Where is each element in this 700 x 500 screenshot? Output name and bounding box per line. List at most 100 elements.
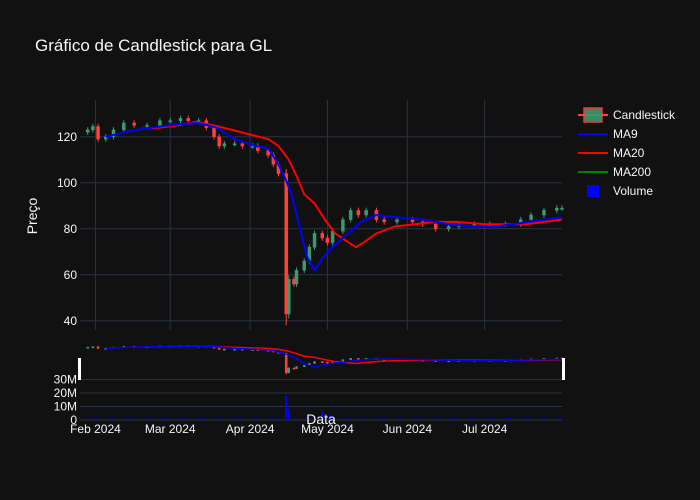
mini-candle-body [357,358,360,360]
candle-body [217,136,221,147]
volume-bar [86,418,89,420]
legend-label: Volume [613,184,653,198]
volume-bar [114,418,118,420]
rangeslider-right-handle[interactable] [562,358,565,380]
volume-y-tick-label: 20M [54,386,77,400]
volume-bar [313,418,316,420]
legend-label: Candlestick [613,108,676,122]
volume-bar [326,418,329,420]
volume-bar [357,418,360,420]
rangeslider-moving-averages [105,345,563,368]
volume-bar [107,418,110,420]
volume-bar [132,418,136,420]
volume-bar [416,418,419,420]
candle-body [555,207,559,211]
legend-label: MA20 [613,146,645,160]
volume-bar [197,418,200,420]
volume-bar [328,415,332,420]
volume-bar [339,418,342,420]
mini-candle-body [292,367,296,370]
volume-bar [285,395,288,420]
legend-label: MA200 [613,165,651,179]
candle-body [186,118,191,121]
volume-bar [468,418,471,420]
volume-bar [94,418,97,420]
candle-body [178,118,183,121]
volume-bar [140,418,144,420]
volume-bar [501,418,504,420]
volume-bar [545,418,548,420]
candle-body [287,279,291,315]
volume-bar [429,418,432,420]
mini-candle-body [349,358,352,360]
volume-bar [109,418,113,420]
volume-bar [540,418,543,420]
candle-body [433,223,438,230]
volume-bar [145,418,149,420]
volume-bar [558,418,561,420]
candle-body [158,120,162,126]
legend: Candlestick MA9 MA20 MA200 Volume [578,107,676,198]
volume-bar [555,418,559,420]
volume-bar [465,418,468,420]
volume-bar [341,418,345,420]
mini-candle-body [321,361,324,364]
candle-body [96,126,100,140]
volume-bar [529,418,533,420]
volume-bar [272,418,275,420]
volume-bar [223,418,226,420]
mini-candle-body [217,347,221,350]
volume-bar [493,418,497,420]
volume-bar [455,418,458,420]
volume-bar [295,418,298,420]
volume-bar [161,418,164,420]
volume-bar [122,418,126,420]
volume-bar [254,418,257,420]
ma20-line [141,120,563,249]
volume-bar [158,418,162,420]
volume-bar [277,418,280,420]
volume-bar [266,418,270,420]
candle-body [104,136,108,140]
candle-body [542,210,546,216]
volume-bar [202,418,205,420]
volume-bar [259,418,262,420]
mini-candle-body [96,346,100,349]
x-tick-label: Jul 2024 [462,422,508,436]
volume-bar [251,418,254,420]
volume-bar [506,417,510,420]
volume-bar [112,418,115,420]
legend-item-candlestick: Candlestick [578,107,676,123]
mini-candle-body [284,352,288,374]
volume-bar [233,418,236,420]
volume-bar [176,418,180,420]
candle-body [302,260,306,271]
chart-title: Gráfico de Candlestick para GL [35,36,272,55]
y-axis-title: Preço [24,198,40,235]
volume-bar [452,418,455,420]
volume-bar [89,418,92,420]
volume-bar [537,418,541,420]
legend-square-icon [587,185,599,197]
volume-bar [473,418,476,420]
candle-body [320,233,325,239]
volume-bar [395,418,399,420]
candle-body [364,210,368,216]
candle-body [410,219,415,223]
x-tick-label: May 2024 [301,422,354,436]
volume-bar [375,418,378,420]
volume-bar [475,418,479,420]
volume-bar [385,418,388,420]
price-moving-averages [105,120,563,272]
mini-candle-body [233,348,236,351]
price-y-tick-label: 40 [64,314,78,328]
volume-bar [344,418,347,420]
volume-bar [150,418,154,420]
rangeslider-left-handle[interactable] [78,358,81,380]
volume-bar [269,418,272,420]
volume-bar [220,418,223,420]
volume-bar [560,418,564,420]
volume-bar [331,418,334,420]
